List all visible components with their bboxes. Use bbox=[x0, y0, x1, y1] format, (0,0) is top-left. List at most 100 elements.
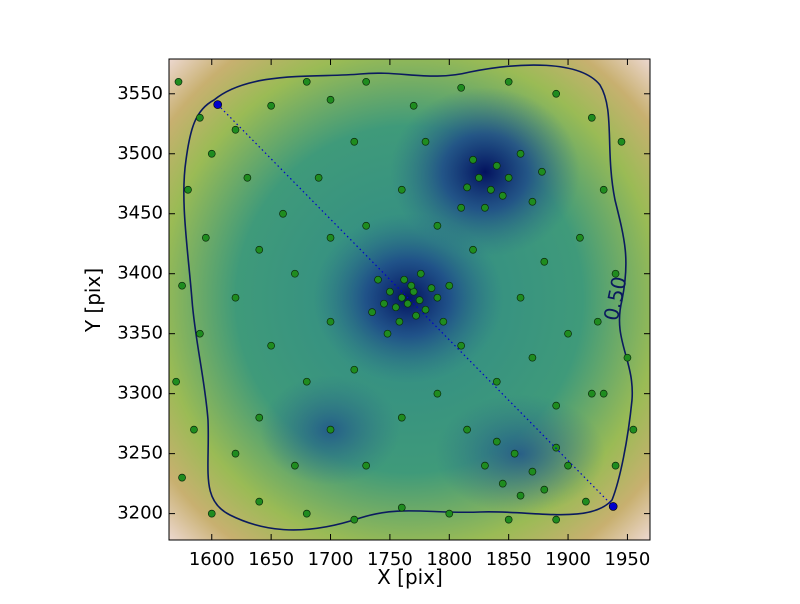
scatter-point bbox=[421, 305, 430, 314]
scatter-point bbox=[498, 479, 507, 488]
scatter-point bbox=[445, 509, 454, 518]
scatter-point bbox=[516, 149, 525, 158]
y-axis-label: Y [pix] bbox=[81, 268, 105, 333]
scatter-point bbox=[302, 377, 311, 386]
scatter-point bbox=[326, 233, 335, 242]
scatter-point bbox=[469, 155, 477, 164]
scatter-point bbox=[314, 173, 323, 182]
scatter-point bbox=[481, 461, 489, 470]
scatter-point bbox=[400, 275, 409, 284]
scatter-point bbox=[362, 221, 371, 230]
scatter-point bbox=[487, 185, 495, 194]
x-tick-label: 1600 bbox=[189, 549, 235, 570]
scatter-point bbox=[403, 299, 412, 308]
scatter-point bbox=[587, 113, 596, 122]
scatter-point bbox=[190, 425, 198, 434]
x-tick-label: 1750 bbox=[367, 549, 413, 570]
scatter-point bbox=[231, 125, 240, 134]
scatter-point bbox=[416, 269, 425, 278]
scatter-point bbox=[231, 449, 240, 458]
y-tick-label: 3550 bbox=[117, 83, 163, 104]
scatter-point bbox=[380, 299, 388, 308]
x-tick-label: 1800 bbox=[426, 549, 472, 570]
scatter-point bbox=[407, 281, 416, 290]
plot-frame bbox=[168, 58, 651, 541]
scatter-point bbox=[415, 296, 424, 304]
x-axis-label: X [pix] bbox=[377, 565, 443, 589]
scatter-point bbox=[587, 389, 596, 398]
scatter-point bbox=[433, 293, 442, 302]
scatter-point bbox=[178, 281, 186, 290]
density-map bbox=[169, 59, 650, 540]
scatter-point bbox=[267, 341, 275, 350]
endpoint bbox=[608, 502, 618, 511]
scatter-point bbox=[538, 167, 546, 176]
scatter-point bbox=[611, 461, 620, 470]
scatter-point bbox=[172, 377, 180, 386]
scatter-point bbox=[528, 467, 537, 476]
scatter-point bbox=[279, 209, 287, 218]
scatter-point bbox=[540, 257, 549, 266]
scatter-point bbox=[564, 329, 572, 338]
scatter-point bbox=[412, 311, 420, 320]
scatter-point bbox=[243, 173, 252, 182]
scatter-point bbox=[302, 509, 311, 518]
y-tick-label: 3350 bbox=[117, 323, 163, 344]
scatter-point bbox=[504, 173, 513, 182]
scatter-point bbox=[498, 191, 507, 200]
x-tick-label: 1950 bbox=[605, 549, 651, 570]
scatter-point bbox=[291, 269, 299, 278]
scatter-point bbox=[504, 515, 513, 524]
scatter-point bbox=[350, 515, 359, 524]
y-tick-label: 3400 bbox=[117, 263, 163, 284]
scatter-point bbox=[510, 449, 519, 458]
scatter-point bbox=[433, 389, 442, 398]
scatter-point bbox=[611, 269, 620, 278]
scatter-point bbox=[516, 293, 525, 302]
scatter-point bbox=[528, 353, 537, 362]
scatter-point bbox=[457, 341, 466, 350]
scatter-point bbox=[255, 497, 264, 506]
y-tick-label: 3450 bbox=[117, 203, 163, 224]
scatter-point bbox=[457, 83, 466, 92]
scatter-point bbox=[481, 203, 489, 212]
x-tick-label: 1900 bbox=[545, 549, 591, 570]
scatter-point bbox=[540, 485, 549, 494]
scatter-point bbox=[207, 509, 216, 518]
scatter-point bbox=[492, 161, 501, 170]
scatter-point bbox=[207, 149, 216, 158]
scatter-point bbox=[397, 413, 406, 422]
y-tick-label: 3250 bbox=[117, 443, 163, 464]
scatter-point bbox=[397, 503, 406, 512]
scatter-point bbox=[433, 221, 442, 230]
scatter-point bbox=[552, 89, 561, 98]
scatter-point bbox=[386, 287, 394, 296]
scatter-point bbox=[492, 437, 501, 446]
scatter-point bbox=[196, 113, 204, 122]
scatter-point bbox=[564, 461, 572, 470]
scatter-point bbox=[397, 293, 406, 302]
scatter-point bbox=[427, 284, 436, 292]
scatter-point bbox=[582, 497, 590, 506]
scatter-point bbox=[255, 413, 264, 422]
scatter-point bbox=[421, 137, 430, 146]
scatter-point bbox=[350, 137, 359, 146]
scatter-point bbox=[409, 101, 418, 110]
scatter-point bbox=[457, 203, 466, 212]
scatter-point bbox=[599, 185, 608, 194]
scatter-point bbox=[445, 281, 454, 290]
y-tick-label: 3300 bbox=[117, 383, 163, 404]
scatter-point bbox=[504, 77, 513, 86]
scatter-point bbox=[397, 185, 406, 194]
scatter-point bbox=[576, 233, 584, 242]
scatter-point bbox=[350, 365, 359, 374]
scatter-point bbox=[516, 491, 525, 500]
scatter-point bbox=[184, 185, 192, 194]
scatter-point bbox=[362, 461, 371, 470]
scatter-point bbox=[383, 329, 392, 338]
y-tick-label: 3500 bbox=[117, 143, 163, 164]
scatter-point bbox=[231, 293, 240, 302]
scatter-point bbox=[201, 233, 210, 242]
scatter-point bbox=[255, 245, 264, 254]
